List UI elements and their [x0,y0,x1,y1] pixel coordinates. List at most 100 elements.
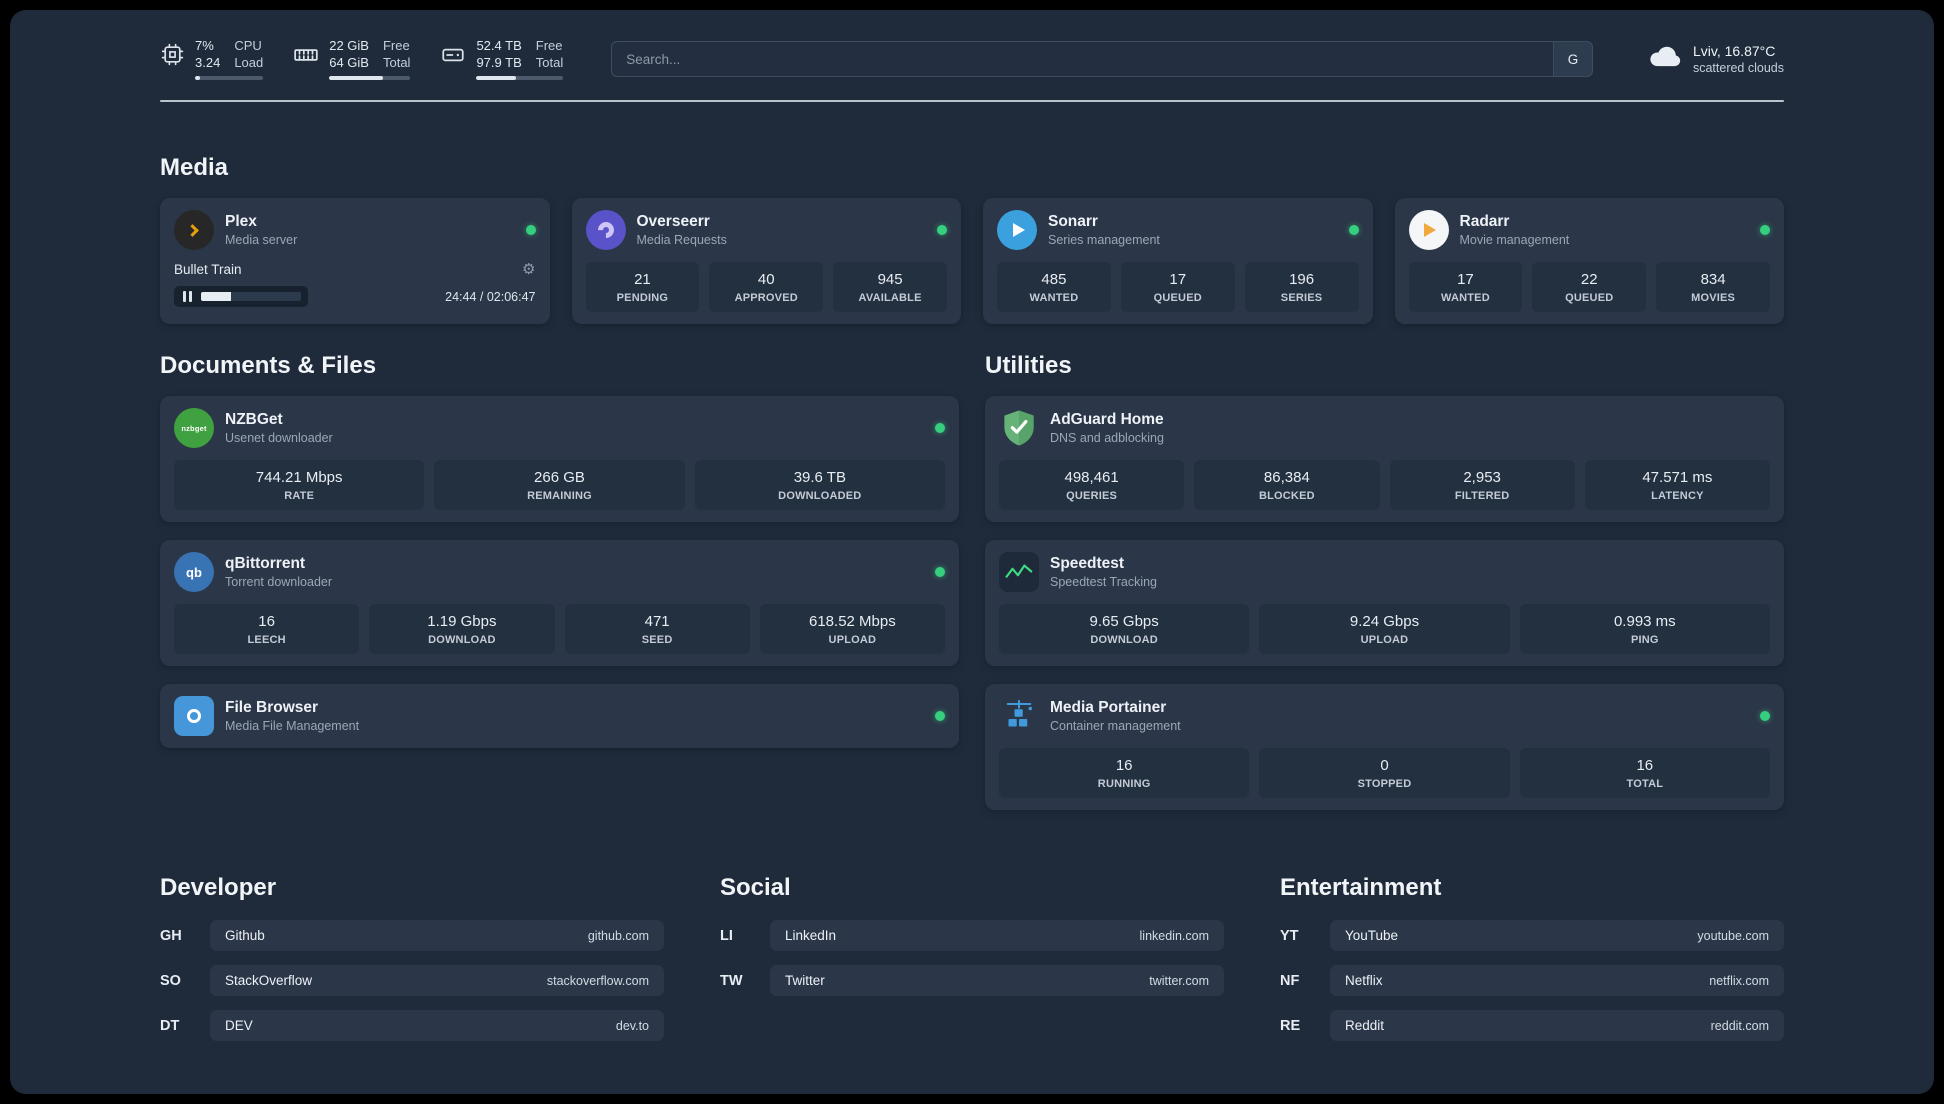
overseerr-card[interactable]: Overseerr Media Requests 21 PENDING 40 APP… [571,198,961,324]
player-settings-gear-icon[interactable]: ⚙ [522,261,536,278]
disk-label-bottom: Total [535,55,564,70]
nzbget-icon: nzbget [174,408,214,448]
adguard-subtitle: DNS and adblocking [1050,431,1164,445]
search-engine-button[interactable]: G [1552,41,1593,77]
documents-section-title: Documents & Files [160,352,377,379]
stat-tile: 16 RUNNING [999,748,1250,798]
stat-tile: 9.65 Gbps DOWNLOAD [999,604,1250,654]
ram-free: 22 GiB [329,38,369,53]
cpu-load-value: 3.24 [195,55,221,70]
stat-tile: 834 MOVIES [1656,262,1770,312]
weather-widget: Lviv, 16.87°C scattered clouds [1647,43,1784,75]
disk-total: 97.9 TB [476,55,522,70]
speedtest-subtitle: Speedtest Tracking [1050,575,1158,589]
disk-free: 52.4 TB [476,38,522,53]
stat-tile: 196 SERIES [1244,262,1359,312]
stat-tile: 0.993 ms PING [1519,604,1770,654]
stackoverflow-link[interactable]: StackOverflow stackoverflow.com [210,965,664,996]
nzbget-card[interactable]: nzbget NZBGet Usenet downloader 744.21 M… [160,396,959,522]
adguard-title: AdGuard Home [1050,411,1164,428]
stat-tile: 9.24 Gbps UPLOAD [1259,604,1510,654]
stackoverflow-abbr: SO [160,972,181,989]
header-divider [160,100,1784,102]
disk-usage-bar [476,76,564,80]
dev-link[interactable]: DEV dev.to [210,1010,664,1041]
radarr-title: Radarr [1459,213,1510,230]
stat-tile: 47.571 ms LATENCY [1584,460,1770,510]
youtube-abbr: YT [1280,927,1299,944]
sonarr-status-dot [1348,225,1359,235]
speedtest-card[interactable]: Speedtest Speedtest Tracking 9.65 Gbps DO… [985,540,1784,666]
qbittorrent-title: qBittorrent [225,555,306,572]
stat-tile: 1.19 Gbps DOWNLOAD [369,604,555,654]
stat-tile: 16 TOTAL [1519,748,1770,798]
radarr-subtitle: Movie management [1459,233,1570,247]
cpu-label-top: CPU [234,38,262,53]
cpu-percent: 7% [195,38,214,53]
radarr-icon [1408,210,1449,250]
portainer-card[interactable]: Media Portainer Container management 16 R… [985,684,1784,810]
stat-tile: 22 QUEUED [1532,262,1647,312]
social-bookmarks: Social LI LinkedIn linkedin.com TW Twitte… [720,874,1224,1055]
ram-widget: 22 GiB 64 GiB Free Total [293,38,411,80]
list-item: SO StackOverflow stackoverflow.com [160,965,664,996]
sonarr-subtitle: Series management [1048,233,1160,247]
stat-tile: 40 APPROVED [709,262,824,312]
reddit-link[interactable]: Reddit reddit.com [1330,1010,1784,1041]
qbittorrent-card[interactable]: qb qBittorrent Torrent downloader 16 LEEC… [160,540,959,666]
search-input[interactable] [611,41,1553,77]
playback-progress-bar[interactable] [201,292,301,301]
radarr-card[interactable]: Radarr Movie management 17 WANTED 22 QUEUE… [1394,198,1784,324]
portainer-title: Media Portainer [1050,699,1167,716]
ram-usage-bar [329,76,411,80]
cpu-icon [160,42,185,67]
now-playing-title: Bullet Train [174,261,242,277]
qbittorrent-status-dot [935,567,945,577]
stat-tile: 86,384 BLOCKED [1194,460,1380,510]
stat-tile: 39.6 TB DOWNLOADED [694,460,945,510]
stat-tile: 498,461 QUERIES [999,460,1185,510]
filebrowser-status-dot [935,711,945,721]
twitter-link[interactable]: Twitter twitter.com [770,965,1224,996]
stat-tile: 945 AVAILABLE [833,262,947,312]
overseerr-status-dot [937,225,947,235]
overseerr-icon [585,210,626,250]
cloud-icon [1647,43,1683,75]
sonarr-icon [997,210,1037,250]
youtube-link[interactable]: YouTube youtube.com [1330,920,1784,951]
pause-button[interactable] [181,291,194,302]
cpu-widget: 7% 3.24 CPU Load [160,38,264,80]
media-section: Media Plex Media server Bullet Train ⚙ [160,154,1784,324]
portainer-subtitle: Container management [1050,719,1181,733]
ram-label-bottom: Total [382,55,411,70]
plex-icon [174,210,214,250]
developer-section-title: Developer [160,874,277,901]
filebrowser-card[interactable]: File Browser Media File Management [160,684,959,748]
nzbget-title: NZBGet [225,411,283,428]
github-link[interactable]: Github github.com [210,920,664,951]
portainer-status-dot [1760,711,1770,721]
list-item: RE Reddit reddit.com [1280,1010,1784,1041]
stat-tile: 16 LEECH [174,604,360,654]
stat-tile: 744.21 Mbps RATE [174,460,425,510]
media-section-title: Media [160,154,229,181]
plex-subtitle: Media server [225,233,298,247]
plex-card[interactable]: Plex Media server Bullet Train ⚙ [160,198,550,324]
playback-time: 24:44 / 02:06:47 [445,289,536,304]
list-item: YT YouTube youtube.com [1280,920,1784,951]
dashboard: 7% 3.24 CPU Load [10,10,1934,1094]
sonarr-card[interactable]: Sonarr Series management 485 WANTED 17 QUE… [983,198,1373,324]
speedtest-title: Speedtest [1050,555,1125,572]
plex-player: Bullet Train ⚙ 24:44 / 02:06:47 [174,260,536,307]
weather-condition: scattered clouds [1692,61,1784,75]
disk-icon [440,42,466,68]
linkedin-link[interactable]: LinkedIn linkedin.com [770,920,1224,951]
list-item: GH Github github.com [160,920,664,951]
stat-tile: 618.52 Mbps UPLOAD [759,604,945,654]
adguard-card[interactable]: AdGuard Home DNS and adblocking 498,461 Q… [985,396,1784,522]
dev-abbr: DT [160,1017,180,1034]
plex-title: Plex [225,213,257,230]
radarr-status-dot [1760,225,1770,235]
list-item: DT DEV dev.to [160,1010,664,1041]
netflix-link[interactable]: Netflix netflix.com [1330,965,1784,996]
